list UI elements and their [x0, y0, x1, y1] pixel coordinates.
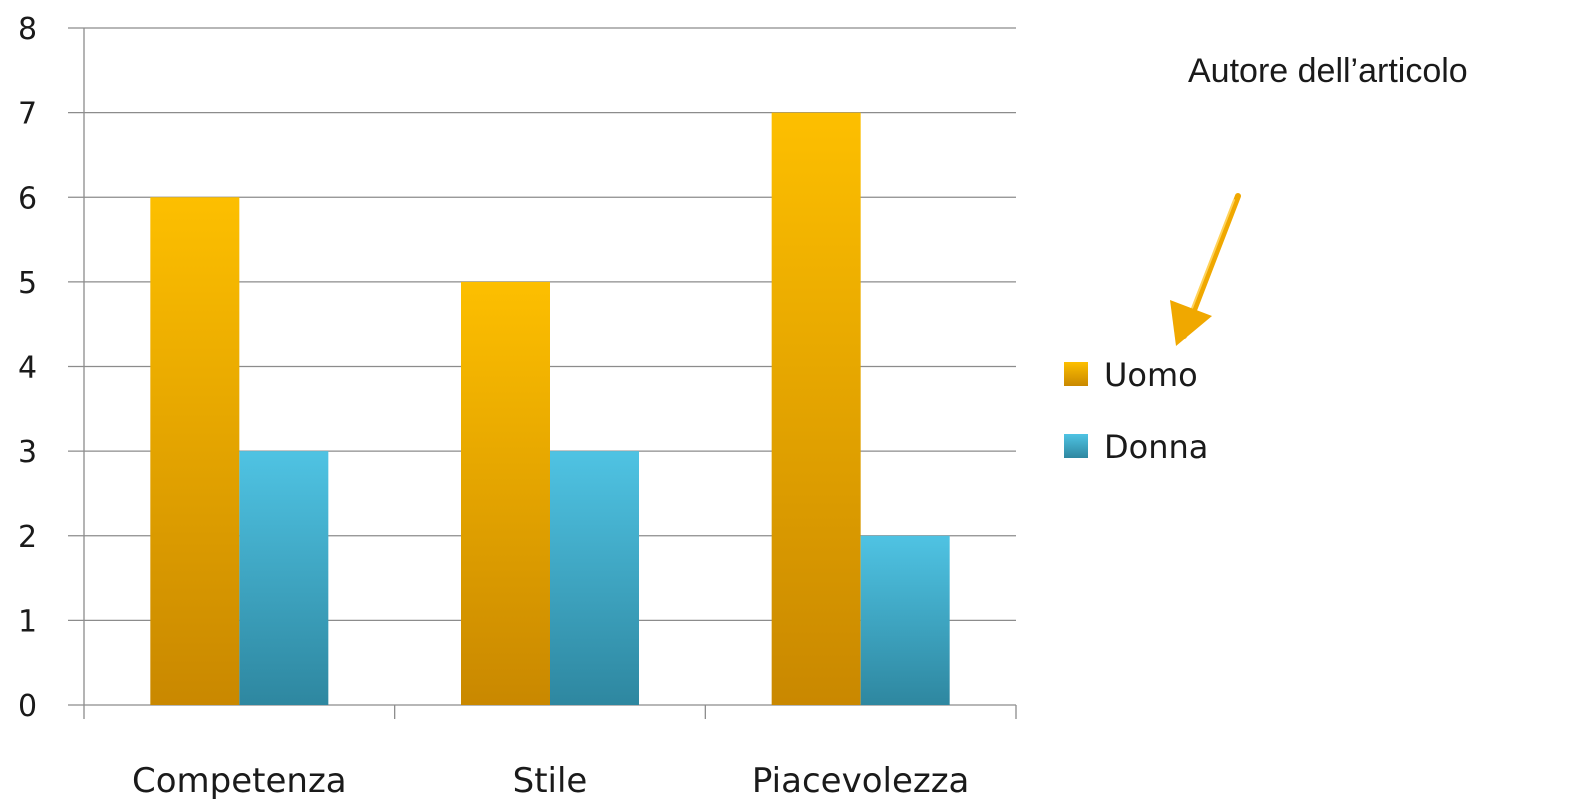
arrow-icon [1170, 193, 1241, 346]
y-tick-label: 4 [18, 351, 37, 386]
x-category-label: Competenza [132, 761, 347, 801]
annotation-label: Autore dell’articolo [1188, 52, 1468, 90]
legend-label: Donna [1104, 428, 1208, 466]
legend-swatch [1064, 362, 1088, 386]
y-tick-label: 1 [18, 604, 37, 639]
legend-label: Uomo [1104, 356, 1198, 394]
x-axis: Competenza Stile Piacevolezza [83, 705, 1017, 801]
x-category-label: Stile [513, 761, 588, 801]
y-tick-label: 3 [18, 435, 37, 470]
y-tick-label: 6 [18, 181, 37, 216]
bar-donna-stile [550, 451, 639, 705]
y-tick-label: 5 [18, 266, 37, 301]
y-axis: 0 1 2 3 4 5 6 7 8 [18, 12, 85, 724]
y-tick-label: 7 [18, 97, 37, 132]
x-category-label: Piacevolezza [752, 761, 969, 801]
y-tick-label: 2 [18, 520, 37, 555]
bar-uomo-competenza [150, 197, 240, 705]
bar-donna-competenza [239, 451, 329, 705]
y-tick-label: 0 [18, 689, 37, 724]
legend-swatch [1064, 434, 1088, 458]
bar-uomo-stile [461, 281, 550, 705]
bars [150, 112, 950, 705]
legend: Uomo Donna [1064, 356, 1208, 466]
bar-uomo-piacevolezza [771, 112, 861, 705]
y-tick-label: 8 [18, 12, 37, 47]
bar-donna-piacevolezza [860, 535, 950, 705]
